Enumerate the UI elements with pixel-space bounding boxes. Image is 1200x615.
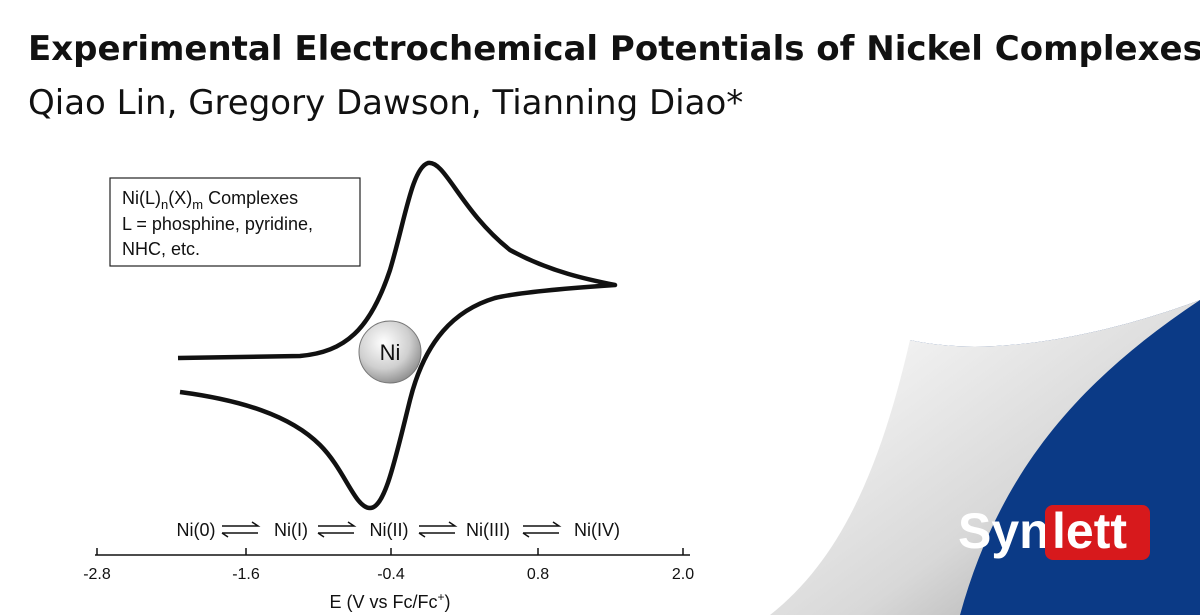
axis-ticks — [96, 548, 684, 555]
species: Ni(III) — [466, 520, 510, 540]
species: Ni(0) — [177, 520, 216, 540]
legend-line: Ni(L)n(X)m Complexes — [122, 188, 298, 212]
equilibrium-arrows — [221, 521, 562, 538]
tick-label: -1.6 — [232, 566, 260, 583]
tick-label: 0.8 — [527, 566, 549, 583]
authors: Qiao Lin, Gregory Dawson, Tianning Diao* — [28, 83, 743, 123]
journal-badge — [1045, 505, 1150, 560]
voltammogram — [177, 160, 618, 511]
tick-label: 2.0 — [672, 566, 694, 583]
center-label: Ni — [380, 340, 401, 365]
tick-label: -2.8 — [83, 566, 111, 583]
title: Experimental Electrochemical Potentials … — [28, 29, 1200, 69]
species: Ni(IV) — [574, 520, 620, 540]
legend-box — [109, 177, 361, 267]
species: Ni(I) — [274, 520, 308, 540]
tick-label: -0.4 — [377, 566, 405, 583]
axis-label: E (V vs Fc/Fc+) — [329, 590, 450, 612]
journal-name: Syn — [958, 503, 1050, 559]
nickel-sphere — [358, 320, 422, 384]
page-curl — [770, 300, 1200, 615]
species: Ni(II) — [370, 520, 409, 540]
legend-line: L = phosphine, pyridine, — [122, 214, 313, 234]
legend-line: NHC, etc. — [122, 239, 200, 259]
journal-name: lett — [1052, 503, 1127, 559]
